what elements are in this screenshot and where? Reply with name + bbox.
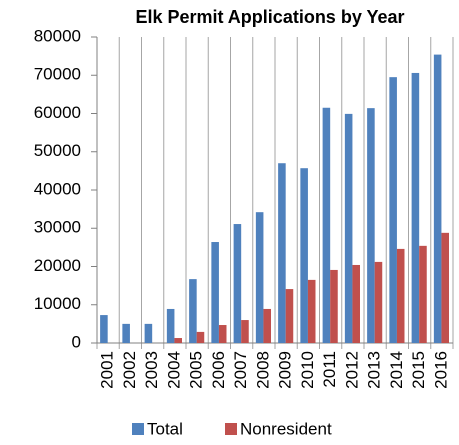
bar — [367, 108, 375, 344]
x-tick-label: 2009 — [276, 351, 295, 389]
bar — [285, 289, 294, 343]
bar — [100, 315, 108, 343]
legend-label: Nonresident — [240, 419, 332, 438]
bar — [411, 72, 420, 343]
x-tick-label: 2007 — [231, 351, 250, 389]
bar — [300, 168, 308, 343]
bar — [419, 245, 427, 343]
bar — [255, 212, 264, 343]
bar — [218, 325, 227, 343]
x-tick-label: 2012 — [342, 351, 361, 389]
bar — [322, 107, 331, 343]
bar — [344, 113, 353, 343]
x-tick-label: 2015 — [409, 351, 428, 389]
legend-swatch — [132, 423, 144, 435]
x-tick-label: 2014 — [387, 351, 406, 389]
legend-swatch — [225, 423, 237, 435]
bar — [307, 279, 316, 343]
y-tick-label: 40000 — [34, 179, 81, 198]
x-tick-label: 2001 — [98, 351, 117, 389]
bar — [433, 54, 442, 343]
bar — [441, 232, 449, 343]
x-tick-label: 2006 — [209, 351, 228, 389]
bar — [278, 163, 286, 343]
y-tick-label: 60000 — [34, 103, 81, 122]
y-tick-label: 10000 — [34, 294, 81, 313]
bar — [352, 264, 360, 343]
x-tick-label: 2011 — [320, 351, 339, 388]
legend-label: Total — [147, 419, 183, 438]
bar — [241, 320, 249, 343]
y-tick-label: 80000 — [34, 26, 81, 45]
y-tick-label: 20000 — [34, 256, 81, 275]
chart-title: Elk Permit Applications by Year — [135, 7, 404, 27]
x-tick-label: 2008 — [253, 351, 272, 389]
bar — [174, 338, 182, 343]
bar — [263, 308, 271, 343]
bar — [196, 331, 205, 343]
y-tick-label: 50000 — [34, 141, 81, 160]
bar — [144, 323, 153, 343]
bar — [233, 224, 242, 343]
x-tick-label: 2004 — [164, 351, 183, 389]
x-tick-label: 2016 — [431, 351, 450, 389]
bar — [389, 77, 397, 343]
bar — [396, 248, 405, 343]
bar — [189, 279, 197, 343]
x-tick-label: 2010 — [298, 351, 317, 389]
bar — [122, 323, 130, 343]
bar — [374, 261, 383, 343]
x-tick-label: 2002 — [120, 351, 139, 389]
y-tick-label: 70000 — [34, 65, 81, 84]
y-tick-label: 30000 — [34, 218, 81, 237]
x-tick-label: 2003 — [142, 351, 161, 389]
x-tick-label: 2005 — [187, 351, 206, 389]
x-tick-label: 2013 — [365, 351, 384, 389]
bar — [330, 269, 338, 343]
bar — [211, 242, 219, 343]
bar — [166, 308, 175, 343]
y-tick-label: 0 — [72, 332, 81, 351]
